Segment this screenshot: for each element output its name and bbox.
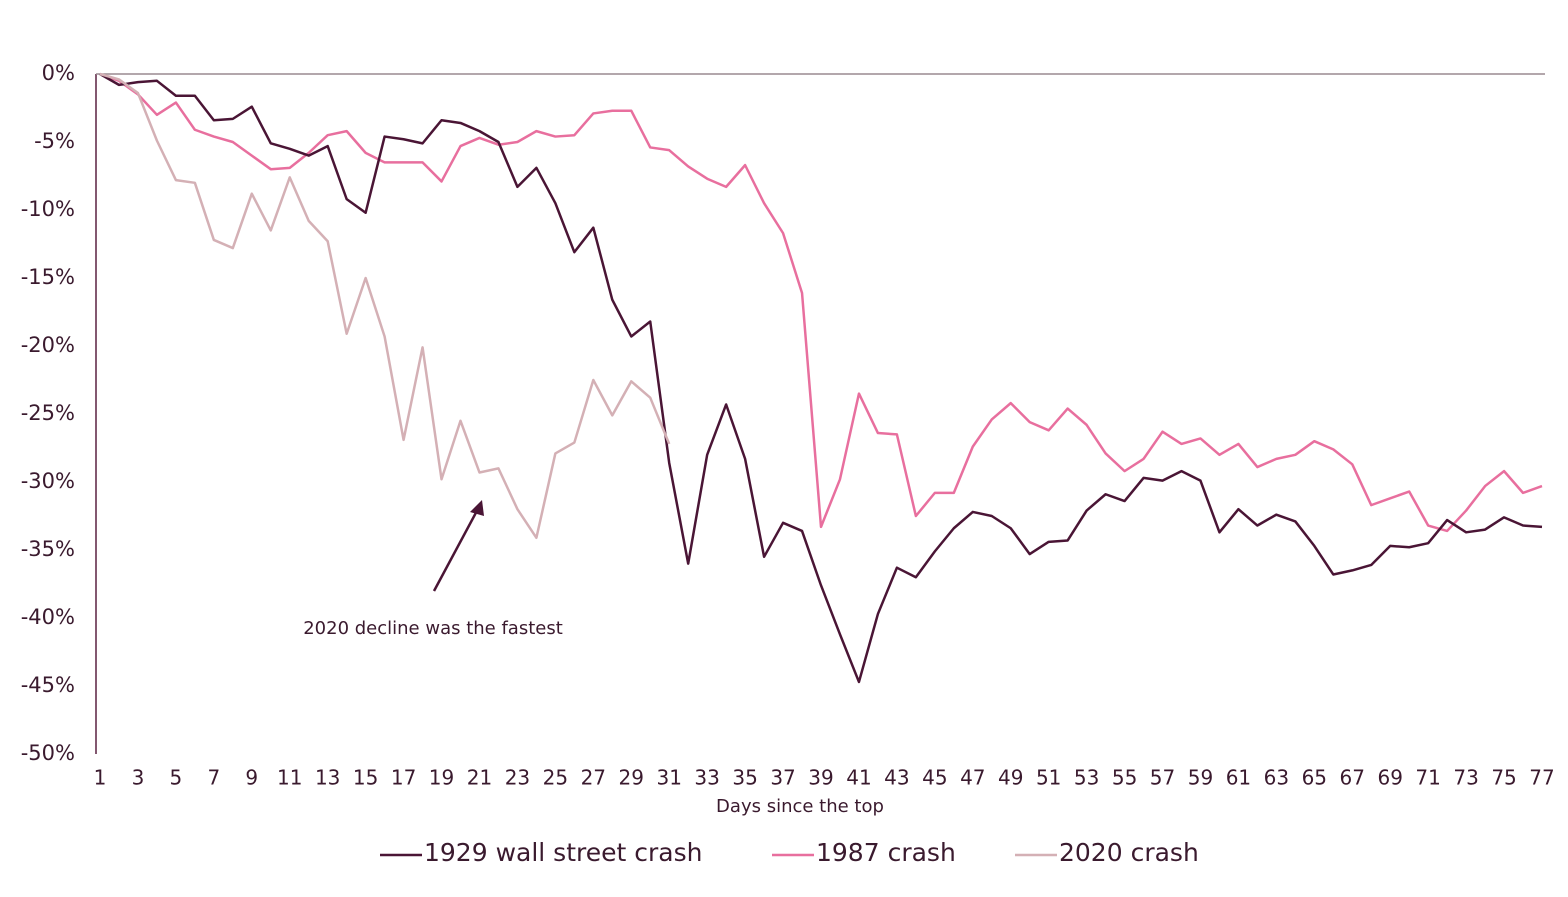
x-tick-label: 61 (1226, 766, 1251, 790)
legend-label: 1929 wall street crash (424, 838, 702, 867)
x-tick-label: 3 (132, 766, 145, 790)
x-tick-label: 59 (1188, 766, 1213, 790)
x-tick-label: 65 (1302, 766, 1327, 790)
y-tick-label: -15% (21, 265, 75, 289)
x-tick-label: 69 (1377, 766, 1402, 790)
y-tick-label: -20% (21, 333, 75, 357)
x-tick-label: 5 (170, 766, 183, 790)
y-tick-label: -5% (34, 129, 75, 153)
x-tick-label: 55 (1112, 766, 1137, 790)
x-tick-label: 29 (619, 766, 644, 790)
y-tick-label: -45% (21, 673, 75, 697)
x-tick-label: 25 (543, 766, 568, 790)
x-tick-label: 23 (505, 766, 530, 790)
x-tick-label: 73 (1453, 766, 1478, 790)
x-tick-label: 9 (245, 766, 258, 790)
y-tick-label: -30% (21, 469, 75, 493)
x-tick-label: 37 (770, 766, 795, 790)
annotation: 2020 decline was the fastest (303, 618, 563, 639)
x-tick-label: 41 (846, 766, 871, 790)
x-tick-label: 49 (998, 766, 1023, 790)
x-tick-label: 15 (353, 766, 378, 790)
legend-label: 2020 crash (1059, 838, 1199, 867)
x-tick-label: 67 (1340, 766, 1365, 790)
y-tick-label: 0% (42, 61, 75, 85)
x-axis-label: Days since the top (716, 796, 884, 817)
series-line (99, 72, 1543, 533)
x-tick-label: 57 (1150, 766, 1175, 790)
x-tick-label: 17 (391, 766, 416, 790)
series-line (99, 72, 1543, 684)
x-tick-label: 7 (207, 766, 220, 790)
x-tick-label: 31 (656, 766, 681, 790)
x-tick-label: 75 (1491, 766, 1516, 790)
y-tick-label: -25% (21, 401, 75, 425)
annotation-arrowhead (470, 500, 484, 516)
x-tick-label: 43 (884, 766, 909, 790)
x-tick-label: 71 (1415, 766, 1440, 790)
x-tick-label: 13 (315, 766, 340, 790)
y-tick-label: -50% (21, 741, 75, 765)
x-tick-label: 33 (694, 766, 719, 790)
x-tick-label: 39 (808, 766, 833, 790)
x-tick-label: 11 (277, 766, 302, 790)
x-tick-label: 77 (1529, 766, 1554, 790)
x-tick-label: 47 (960, 766, 985, 790)
y-tick-label: -10% (21, 197, 75, 221)
x-tick-label: 51 (1036, 766, 1061, 790)
y-tick-label: -40% (21, 605, 75, 629)
legend-label: 1987 crash (816, 838, 956, 867)
x-tick-label: 63 (1264, 766, 1289, 790)
x-tick-label: 53 (1074, 766, 1099, 790)
x-tick-label: 35 (732, 766, 757, 790)
x-tick-label: 1 (94, 766, 107, 790)
x-tick-label: 45 (922, 766, 947, 790)
y-tick-label: -35% (21, 537, 75, 561)
x-tick-label: 27 (581, 766, 606, 790)
series-line (99, 72, 671, 540)
x-tick-label: 21 (467, 766, 492, 790)
x-tick-label: 19 (429, 766, 454, 790)
annotation-arrow (432, 506, 481, 592)
